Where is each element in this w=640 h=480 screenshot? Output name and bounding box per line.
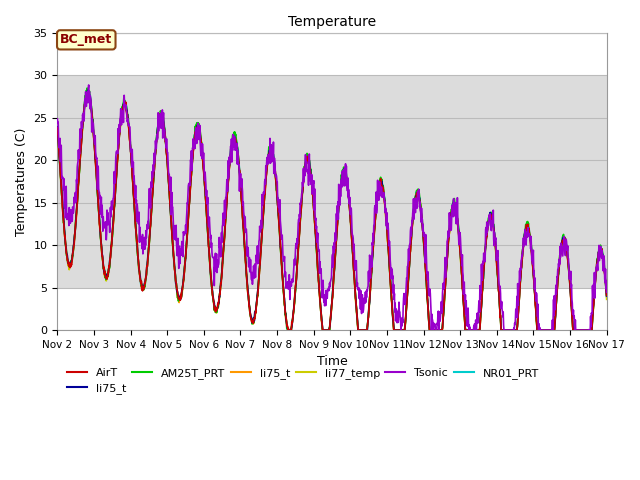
Legend: AirT, li75_t, AM25T_PRT, li75_t, li77_temp, Tsonic, NR01_PRT: AirT, li75_t, AM25T_PRT, li75_t, li77_te…: [63, 363, 543, 399]
Y-axis label: Temperatures (C): Temperatures (C): [15, 127, 28, 236]
Title: Temperature: Temperature: [288, 15, 376, 29]
Text: BC_met: BC_met: [60, 33, 113, 47]
X-axis label: Time: Time: [317, 355, 348, 369]
Bar: [58, 75, 607, 288]
